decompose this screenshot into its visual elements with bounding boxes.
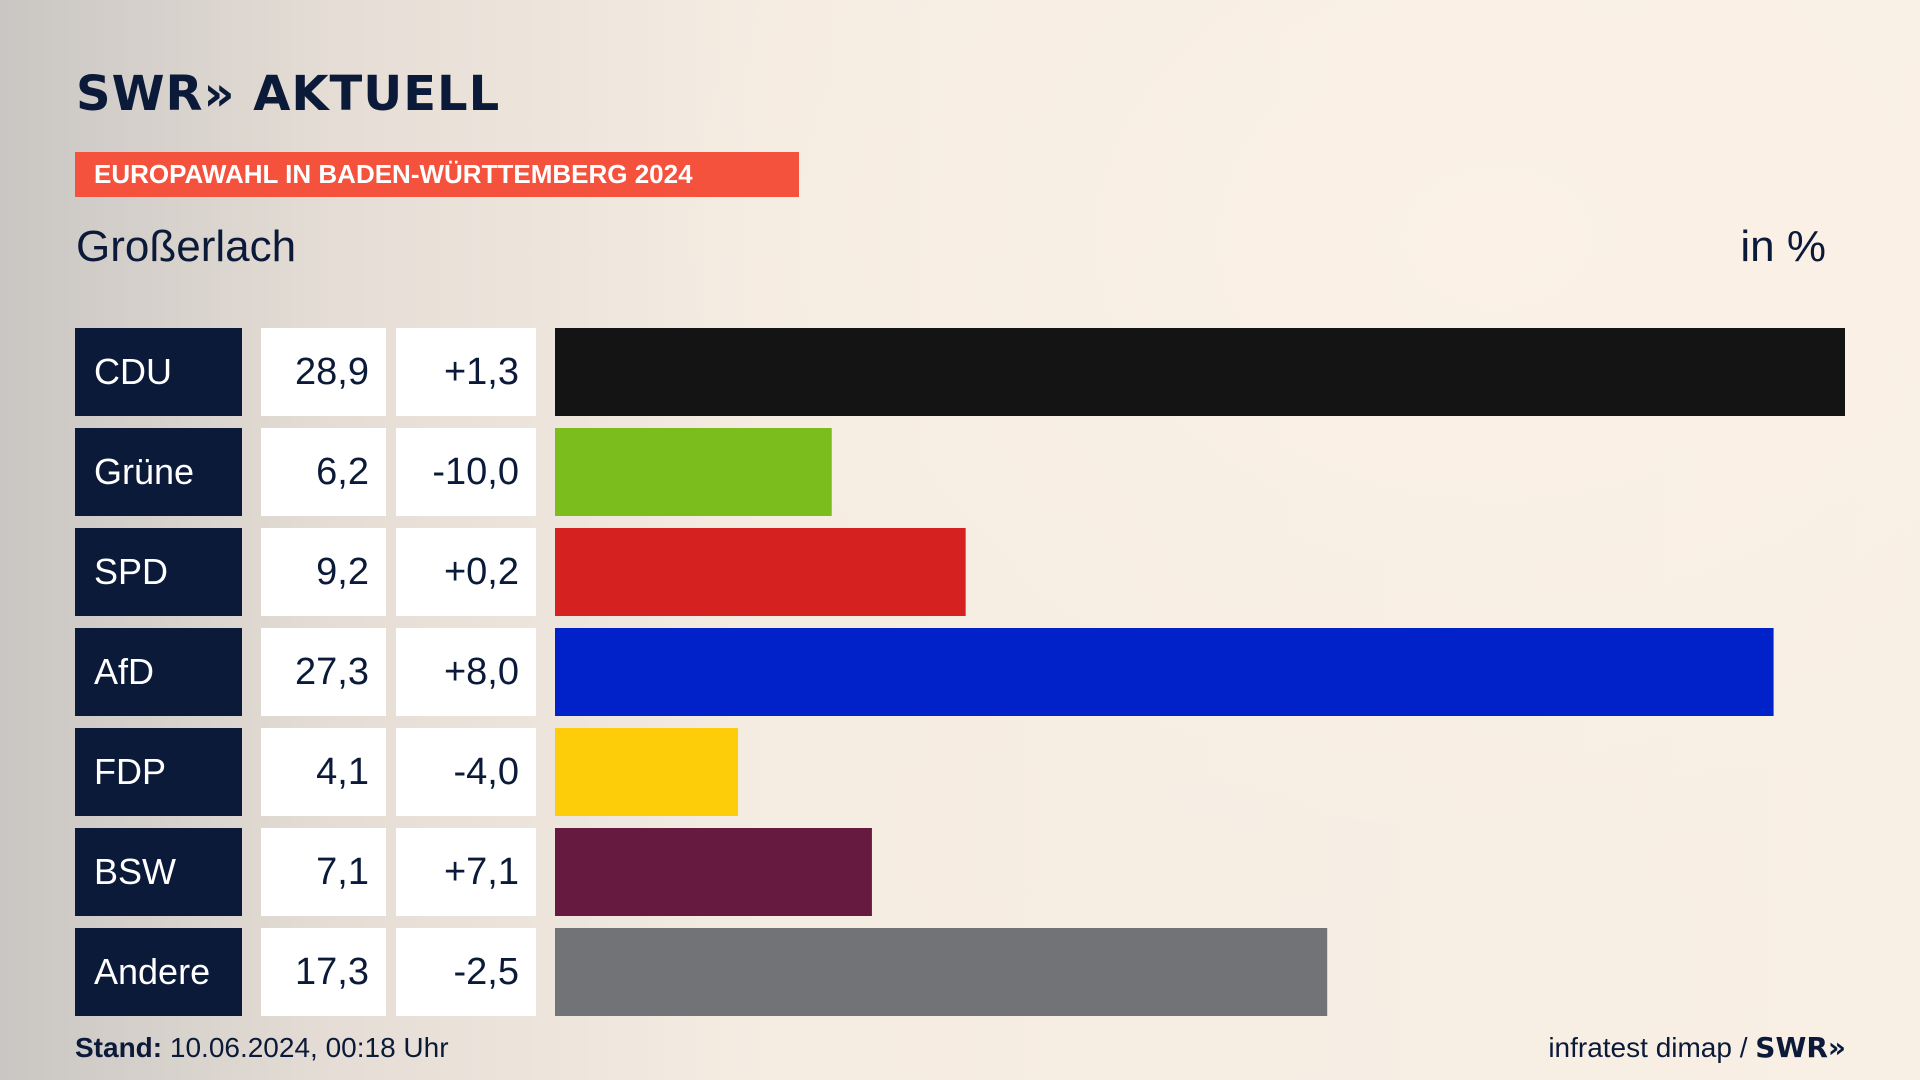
party-label: CDU — [94, 351, 172, 392]
party-label: Grüne — [94, 451, 194, 492]
value-cell — [261, 328, 386, 416]
unit-label: in % — [1740, 222, 1826, 271]
party-cell-spd — [75, 528, 242, 616]
party-label: BSW — [94, 851, 176, 892]
party-cell-gr-ne — [75, 428, 242, 516]
value-label: 17,3 — [295, 951, 369, 993]
value-cell — [261, 428, 386, 516]
change-cell — [396, 528, 536, 616]
change-label: -10,0 — [432, 451, 519, 493]
value-label: 27,3 — [295, 651, 369, 693]
change-cell — [396, 828, 536, 916]
change-label: +1,3 — [444, 351, 519, 393]
value-cell — [261, 628, 386, 716]
change-cell — [396, 728, 536, 816]
value-cell — [261, 928, 386, 1016]
change-cell — [396, 428, 536, 516]
change-label: -2,5 — [454, 951, 519, 993]
party-cell-fdp — [75, 728, 242, 816]
source-text: infratest dimap / — [1548, 1032, 1748, 1063]
change-label: +0,2 — [444, 551, 519, 593]
value-label: 28,9 — [295, 351, 369, 393]
bar-cdu — [555, 328, 1845, 416]
value-cell — [261, 828, 386, 916]
value-cell — [261, 528, 386, 616]
bar-fdp — [555, 728, 739, 816]
region-title: Großerlach — [76, 222, 297, 271]
party-cell-afd — [75, 628, 242, 716]
change-label: +8,0 — [444, 651, 519, 693]
bar-bsw — [555, 828, 872, 916]
swr-mini-logo: SWR» — [1755, 1031, 1846, 1064]
election-banner: EUROPAWAHL IN BADEN-WÜRTTEMBERG 2024 — [75, 152, 799, 197]
change-cell — [396, 328, 536, 416]
stand-value: 10.06.2024, 00:18 Uhr — [169, 1032, 449, 1063]
bar-afd — [555, 628, 1774, 716]
value-cell — [261, 728, 386, 816]
swr-aktuell-logo: SWR» AKTUELL — [76, 66, 501, 122]
timestamp: Stand: 10.06.2024, 00:18 Uhr — [75, 1032, 449, 1064]
bar-spd — [555, 528, 966, 616]
value-label: 4,1 — [316, 751, 369, 793]
bar-andere — [555, 928, 1328, 1016]
party-cell-cdu — [75, 328, 242, 416]
party-label: AfD — [94, 651, 154, 692]
bar-gr-ne — [555, 428, 832, 516]
party-label: FDP — [94, 751, 166, 792]
source-credit: infratest dimap / SWR» — [1548, 1031, 1846, 1064]
party-cell-andere — [75, 928, 242, 1016]
party-label: SPD — [94, 551, 168, 592]
stand-label: Stand: — [75, 1032, 163, 1063]
change-cell — [396, 628, 536, 716]
change-label: +7,1 — [444, 851, 519, 893]
change-label: -4,0 — [454, 751, 519, 793]
party-label: Andere — [94, 951, 210, 992]
value-label: 7,1 — [316, 851, 369, 893]
value-label: 6,2 — [316, 451, 369, 493]
value-label: 9,2 — [316, 551, 369, 593]
change-cell — [396, 928, 536, 1016]
party-cell-bsw — [75, 828, 242, 916]
